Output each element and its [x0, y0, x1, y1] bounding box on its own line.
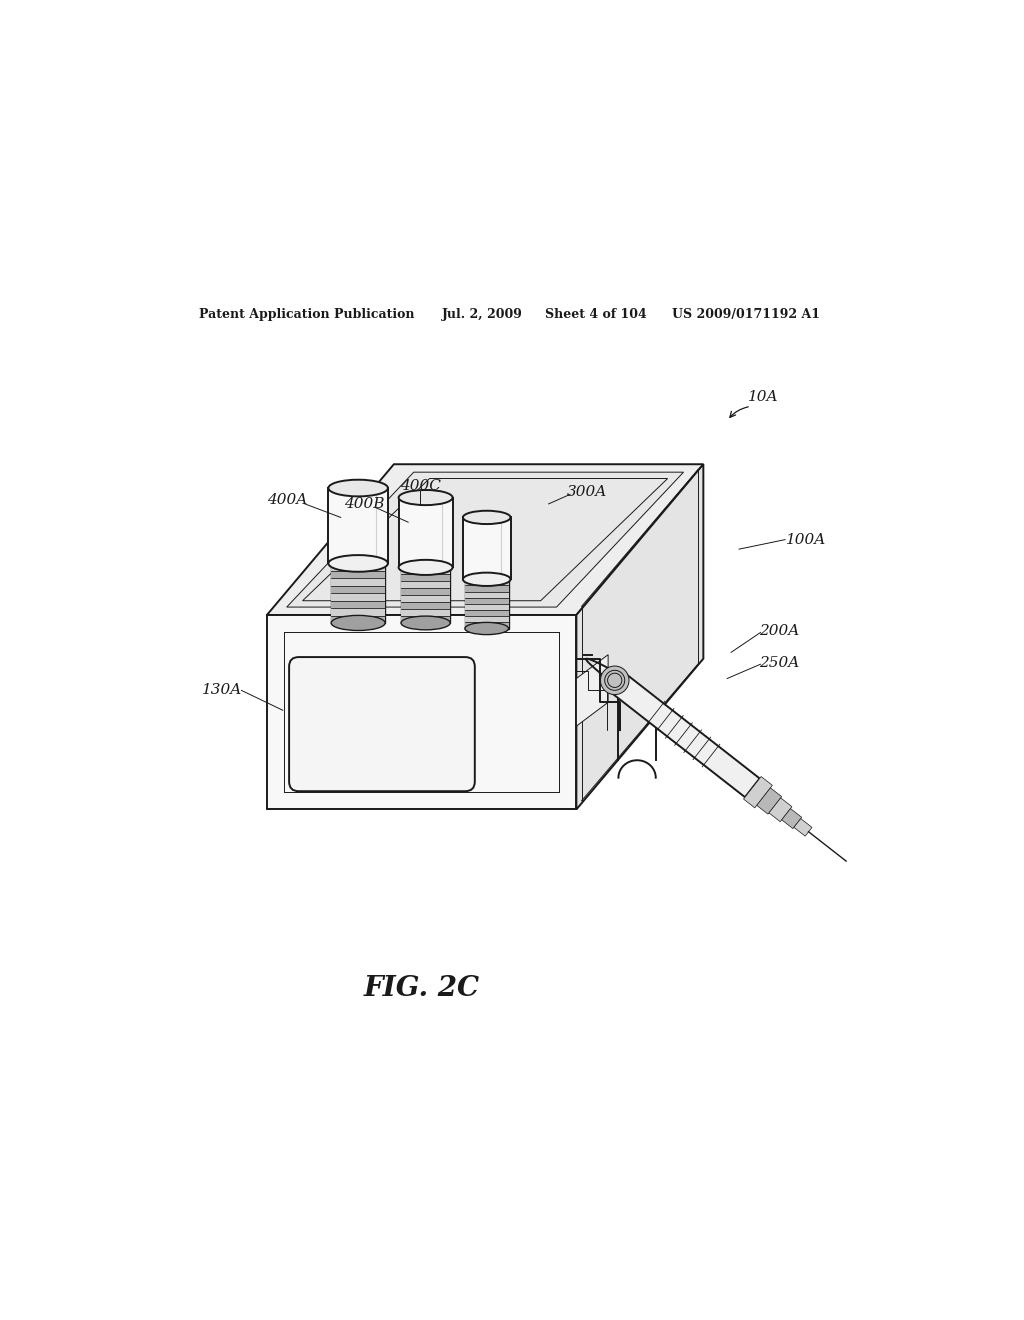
- Ellipse shape: [401, 561, 451, 574]
- Ellipse shape: [463, 511, 511, 524]
- Polygon shape: [331, 615, 385, 623]
- Polygon shape: [463, 517, 511, 579]
- Polygon shape: [465, 586, 509, 591]
- Ellipse shape: [401, 616, 451, 630]
- Polygon shape: [267, 465, 703, 615]
- Circle shape: [605, 671, 625, 690]
- Polygon shape: [401, 568, 451, 623]
- Polygon shape: [331, 564, 385, 570]
- Text: 400C: 400C: [399, 479, 440, 492]
- Polygon shape: [465, 579, 509, 586]
- Polygon shape: [465, 622, 509, 628]
- Ellipse shape: [331, 556, 385, 572]
- Polygon shape: [465, 591, 509, 598]
- Polygon shape: [465, 610, 509, 616]
- Polygon shape: [465, 598, 509, 605]
- Polygon shape: [794, 818, 812, 836]
- Polygon shape: [757, 788, 781, 814]
- Text: US 2009/0171192 A1: US 2009/0171192 A1: [672, 308, 819, 321]
- Polygon shape: [401, 581, 451, 589]
- Circle shape: [600, 667, 629, 694]
- Polygon shape: [769, 797, 792, 821]
- Polygon shape: [465, 605, 509, 610]
- Polygon shape: [331, 586, 385, 593]
- Text: 100A: 100A: [786, 533, 826, 546]
- Polygon shape: [331, 564, 385, 623]
- Polygon shape: [331, 593, 385, 601]
- Text: Patent Application Publication: Patent Application Publication: [200, 308, 415, 321]
- Polygon shape: [781, 809, 802, 829]
- Polygon shape: [465, 616, 509, 622]
- Text: 10A: 10A: [748, 389, 778, 404]
- Ellipse shape: [329, 556, 388, 572]
- Polygon shape: [267, 615, 577, 809]
- Ellipse shape: [398, 560, 453, 576]
- Ellipse shape: [465, 573, 509, 585]
- Text: 130A: 130A: [202, 684, 242, 697]
- Polygon shape: [607, 671, 760, 797]
- Polygon shape: [577, 655, 608, 726]
- Ellipse shape: [465, 623, 509, 635]
- Polygon shape: [287, 473, 684, 607]
- Polygon shape: [743, 776, 772, 808]
- Polygon shape: [331, 570, 385, 578]
- Ellipse shape: [398, 490, 453, 506]
- Text: Sheet 4 of 104: Sheet 4 of 104: [545, 308, 646, 321]
- Text: 200A: 200A: [759, 624, 799, 638]
- Text: Jul. 2, 2009: Jul. 2, 2009: [441, 308, 522, 321]
- Polygon shape: [401, 616, 451, 623]
- Polygon shape: [465, 579, 509, 628]
- Polygon shape: [401, 595, 451, 602]
- Polygon shape: [331, 609, 385, 615]
- Text: 400A: 400A: [266, 492, 307, 507]
- Circle shape: [607, 673, 622, 688]
- Polygon shape: [401, 574, 451, 581]
- Polygon shape: [401, 568, 451, 574]
- FancyBboxPatch shape: [289, 657, 475, 791]
- Text: 300A: 300A: [566, 484, 607, 499]
- Text: 250A: 250A: [759, 656, 799, 669]
- Ellipse shape: [331, 615, 385, 631]
- Polygon shape: [401, 609, 451, 616]
- Polygon shape: [331, 578, 385, 586]
- Polygon shape: [398, 498, 453, 568]
- Polygon shape: [331, 601, 385, 609]
- Polygon shape: [329, 488, 388, 564]
- Ellipse shape: [329, 479, 388, 496]
- Ellipse shape: [463, 573, 511, 586]
- Polygon shape: [401, 602, 451, 609]
- Polygon shape: [401, 589, 451, 595]
- Polygon shape: [577, 465, 703, 809]
- Text: 400B: 400B: [344, 496, 385, 511]
- Text: FIG. 2C: FIG. 2C: [364, 974, 479, 1002]
